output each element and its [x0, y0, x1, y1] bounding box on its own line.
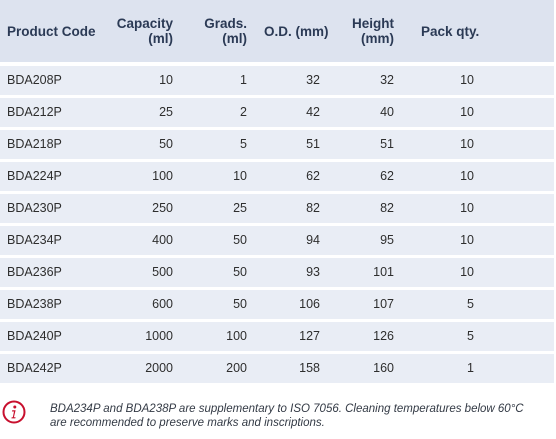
product-code-cell: BDA212P: [7, 105, 62, 119]
product-code-cell: BDA218P: [7, 137, 62, 151]
table-row: BDA236P 500 50 93 101 10: [0, 258, 554, 287]
od-cell: 32: [306, 73, 320, 87]
grads-cell: 50: [233, 233, 247, 247]
od-cell: 158: [299, 361, 320, 375]
header-grads-line2: (ml): [222, 31, 247, 46]
product-code-cell: BDA236P: [7, 265, 62, 279]
grads-cell: 2: [240, 105, 247, 119]
height-cell: 40: [380, 105, 394, 119]
footnote-text: BDA234P and BDA238P are supplementary to…: [50, 402, 550, 430]
height-cell: 126: [373, 329, 394, 343]
capacity-cell: 25: [159, 105, 173, 119]
table-row: BDA208P 10 1 32 32 10: [0, 66, 554, 95]
od-cell: 42: [306, 105, 320, 119]
header-capacity-line2: (ml): [148, 31, 173, 46]
header-capacity-line1: Capacity: [116, 16, 173, 31]
product-code-cell: BDA208P: [7, 73, 62, 87]
capacity-cell: 100: [152, 169, 173, 183]
product-code-cell: BDA240P: [7, 329, 62, 343]
height-cell: 160: [373, 361, 394, 375]
product-table: Product Code Capacity (ml) Grads. (ml) O…: [0, 0, 554, 383]
table-header: Product Code Capacity (ml) Grads. (ml) O…: [0, 0, 554, 62]
pack-qty-cell: 10: [460, 73, 474, 87]
header-grads: Grads. (ml): [204, 16, 247, 46]
height-cell: 32: [380, 73, 394, 87]
grads-cell: 1: [240, 73, 247, 87]
product-code-cell: BDA238P: [7, 297, 62, 311]
table-row: BDA238P 600 50 106 107 5: [0, 290, 554, 319]
table-body: BDA208P 10 1 32 32 10 BDA212P 25 2 42 40 10 BDA218P 5…: [0, 66, 554, 383]
header-height: Height (mm): [352, 16, 394, 46]
height-cell: 101: [373, 265, 394, 279]
capacity-cell: 10: [159, 73, 173, 87]
capacity-cell: 50: [159, 137, 173, 151]
od-cell: 82: [306, 201, 320, 215]
grads-cell: 5: [240, 137, 247, 151]
capacity-cell: 400: [152, 233, 173, 247]
capacity-cell: 1000: [145, 329, 173, 343]
height-cell: 82: [380, 201, 394, 215]
footnote: BDA234P and BDA238P are supplementary to…: [0, 392, 556, 439]
table-row: BDA242P 2000 200 158 160 1: [0, 354, 554, 383]
height-cell: 107: [373, 297, 394, 311]
pack-qty-cell: 10: [460, 137, 474, 151]
header-grads-line1: Grads.: [204, 16, 247, 31]
product-code-cell: BDA234P: [7, 233, 62, 247]
od-cell: 93: [306, 265, 320, 279]
od-cell: 51: [306, 137, 320, 151]
pack-qty-cell: 10: [460, 169, 474, 183]
header-pack-qty: Pack qty.: [421, 24, 480, 39]
od-cell: 94: [306, 233, 320, 247]
height-cell: 95: [380, 233, 394, 247]
grads-cell: 100: [226, 329, 247, 343]
capacity-cell: 500: [152, 265, 173, 279]
pack-qty-cell: 10: [460, 233, 474, 247]
capacity-cell: 250: [152, 201, 173, 215]
pack-qty-cell: 1: [467, 361, 474, 375]
height-cell: 51: [380, 137, 394, 151]
table-row: BDA234P 400 50 94 95 10: [0, 226, 554, 255]
pack-qty-cell: 5: [467, 329, 474, 343]
grads-cell: 25: [233, 201, 247, 215]
pack-qty-cell: 10: [460, 201, 474, 215]
header-od: O.D. (mm): [264, 24, 329, 39]
header-capacity: Capacity (ml): [117, 16, 173, 46]
footnote-line2: are recommended to preserve marks and in…: [50, 417, 325, 429]
table-row: BDA230P 250 25 82 82 10: [0, 194, 554, 223]
pack-qty-cell: 5: [467, 297, 474, 311]
info-icon: [2, 400, 26, 424]
grads-cell: 10: [233, 169, 247, 183]
grads-cell: 200: [226, 361, 247, 375]
table-row: BDA218P 50 5 51 51 10: [0, 130, 554, 159]
od-cell: 106: [299, 297, 320, 311]
header-product-code: Product Code: [7, 24, 96, 39]
od-cell: 62: [306, 169, 320, 183]
capacity-cell: 600: [152, 297, 173, 311]
grads-cell: 50: [233, 265, 247, 279]
od-cell: 127: [299, 329, 320, 343]
pack-qty-cell: 10: [460, 105, 474, 119]
capacity-cell: 2000: [145, 361, 173, 375]
product-code-cell: BDA230P: [7, 201, 62, 215]
footnote-line1: BDA234P and BDA238P are supplementary to…: [50, 403, 524, 415]
grads-cell: 50: [233, 297, 247, 311]
table-row: BDA224P 100 10 62 62 10: [0, 162, 554, 191]
product-code-cell: BDA242P: [7, 361, 62, 375]
header-height-line2: (mm): [361, 31, 394, 46]
height-cell: 62: [380, 169, 394, 183]
header-height-line1: Height: [352, 16, 394, 31]
pack-qty-cell: 10: [460, 265, 474, 279]
table-row: BDA212P 25 2 42 40 10: [0, 98, 554, 127]
product-code-cell: BDA224P: [7, 169, 62, 183]
table-row: BDA240P 1000 100 127 126 5: [0, 322, 554, 351]
